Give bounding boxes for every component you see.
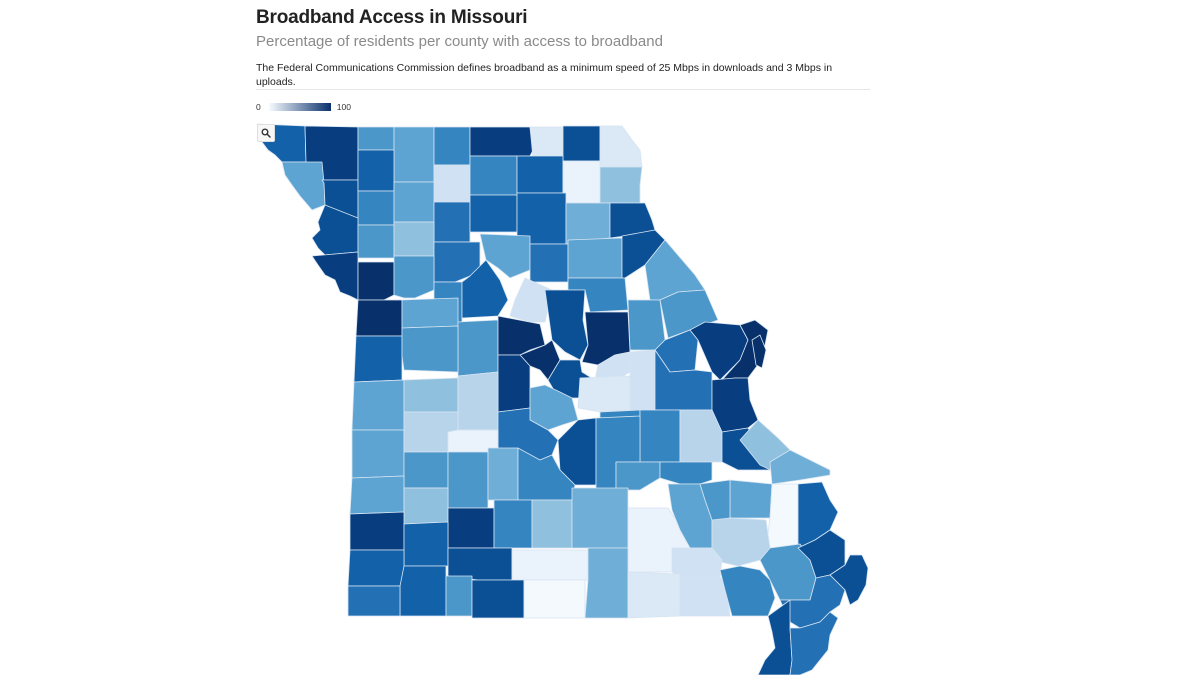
county[interactable] (757, 599, 793, 675)
county[interactable] (659, 289, 719, 339)
county[interactable] (349, 511, 405, 551)
county[interactable] (355, 299, 403, 337)
county[interactable] (393, 126, 435, 183)
county[interactable] (659, 461, 713, 485)
county[interactable] (433, 126, 471, 166)
county[interactable] (393, 181, 435, 223)
county[interactable] (447, 451, 489, 509)
county[interactable] (497, 354, 531, 413)
county[interactable] (487, 447, 519, 501)
county[interactable] (493, 499, 533, 549)
county[interactable] (353, 335, 403, 383)
county[interactable] (469, 126, 534, 157)
chart-title: Broadband Access in Missouri (256, 7, 528, 28)
county[interactable] (461, 259, 509, 319)
county[interactable] (351, 429, 405, 479)
county[interactable] (447, 507, 495, 549)
county[interactable] (584, 547, 629, 619)
county[interactable] (711, 377, 759, 433)
county[interactable] (403, 487, 449, 525)
county[interactable] (469, 194, 518, 233)
county[interactable] (671, 547, 723, 579)
county[interactable] (433, 164, 471, 203)
county[interactable] (629, 349, 656, 411)
county[interactable] (679, 577, 731, 617)
map-search-button[interactable] (257, 124, 275, 142)
county[interactable] (471, 579, 525, 619)
county[interactable] (516, 155, 564, 194)
county[interactable] (789, 611, 839, 675)
county[interactable] (403, 521, 449, 567)
county[interactable] (281, 161, 326, 211)
chart-subtitle: Percentage of residents per county with … (256, 33, 663, 50)
county[interactable] (401, 325, 459, 373)
county[interactable] (347, 585, 401, 617)
county[interactable] (544, 289, 589, 361)
chart-description: The Federal Communications Commission de… (256, 62, 833, 88)
county[interactable] (403, 451, 449, 489)
county[interactable] (751, 334, 767, 369)
county[interactable] (357, 261, 395, 301)
county[interactable] (577, 375, 631, 413)
county[interactable] (357, 126, 395, 151)
county[interactable] (523, 579, 586, 619)
county[interactable] (571, 487, 629, 549)
county[interactable] (357, 190, 395, 226)
county[interactable] (349, 475, 405, 515)
county[interactable] (311, 251, 359, 301)
county[interactable] (627, 571, 681, 619)
county[interactable] (529, 243, 569, 283)
county[interactable] (393, 255, 435, 299)
county[interactable] (511, 549, 589, 581)
county[interactable] (729, 479, 773, 519)
county[interactable] (615, 461, 661, 491)
county[interactable] (562, 125, 601, 162)
county[interactable] (829, 554, 869, 606)
county[interactable] (445, 575, 473, 617)
county[interactable] (357, 224, 395, 259)
county[interactable] (599, 125, 643, 168)
county[interactable] (401, 297, 459, 329)
county[interactable] (562, 160, 601, 204)
county[interactable] (531, 499, 573, 549)
header-divider (256, 89, 870, 90)
county[interactable] (679, 409, 723, 463)
county[interactable] (403, 377, 459, 413)
county[interactable] (769, 449, 831, 485)
county[interactable] (627, 299, 666, 351)
county[interactable] (779, 574, 846, 629)
chart-header: Broadband Access in Missouri Percentage … (256, 6, 870, 89)
county[interactable] (399, 565, 447, 617)
county[interactable] (347, 549, 405, 587)
county[interactable] (433, 201, 471, 243)
search-icon (261, 128, 271, 138)
county[interactable] (565, 202, 611, 245)
legend-max-label: 100 (336, 102, 351, 112)
county[interactable] (447, 547, 513, 581)
legend-gradient-bar (268, 103, 331, 111)
county[interactable] (469, 155, 518, 196)
county[interactable] (509, 277, 553, 323)
county[interactable] (351, 379, 405, 431)
county[interactable] (457, 319, 499, 377)
county[interactable] (393, 221, 435, 257)
legend-min-label: 0 (256, 102, 261, 112)
county[interactable] (639, 409, 681, 463)
county[interactable] (599, 166, 643, 204)
county[interactable] (457, 371, 499, 431)
color-legend: 0 100 (256, 101, 351, 113)
county[interactable] (719, 565, 776, 617)
county[interactable] (357, 149, 395, 192)
county[interactable] (529, 126, 564, 159)
county[interactable] (567, 237, 623, 279)
